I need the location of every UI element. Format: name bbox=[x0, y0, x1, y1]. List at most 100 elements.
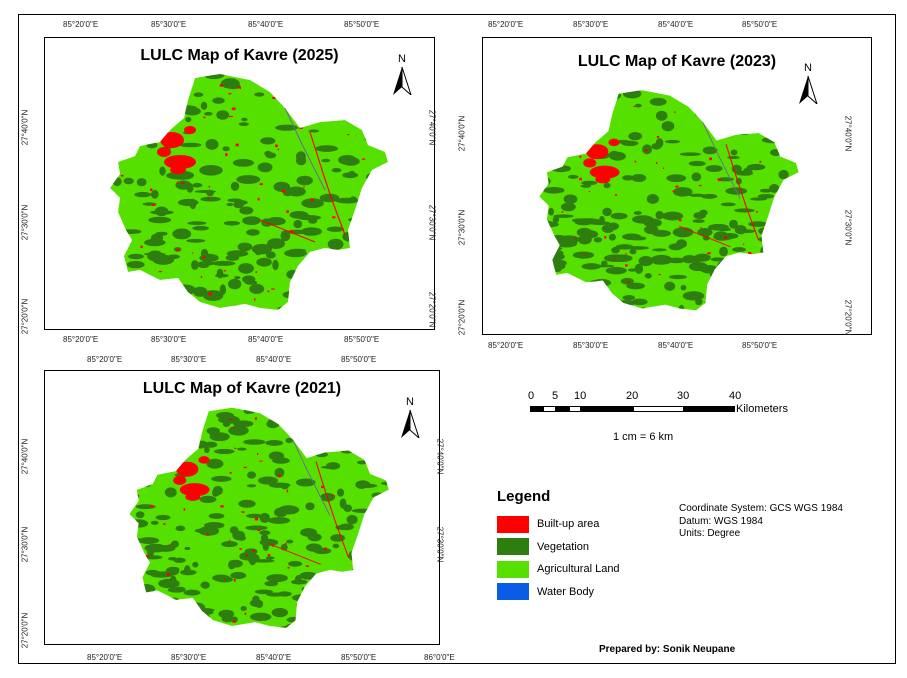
tick-label-2021-bottom: 85°50'0"E bbox=[341, 653, 377, 662]
vegetation-patch bbox=[638, 256, 654, 267]
vegetation-patch bbox=[228, 278, 242, 290]
vegetation-patch bbox=[112, 177, 122, 186]
built-up-area bbox=[185, 493, 201, 501]
built-up-speck bbox=[548, 271, 553, 274]
scale-segment bbox=[684, 406, 735, 412]
vegetation-patch bbox=[237, 447, 247, 451]
vegetation-patch bbox=[326, 590, 347, 595]
built-up-speck bbox=[310, 288, 314, 291]
built-up-speck bbox=[546, 267, 549, 269]
vegetation-patch bbox=[365, 227, 380, 238]
built-up-speck bbox=[579, 155, 582, 158]
vegetation-patch bbox=[147, 250, 164, 262]
datum: Datum: WGS 1984 bbox=[679, 515, 763, 527]
scale-ratio: 1 cm = 6 km bbox=[613, 431, 674, 443]
road-line bbox=[309, 131, 346, 236]
vegetation-patch bbox=[239, 206, 254, 215]
vegetation-patch bbox=[132, 537, 141, 545]
vegetation-patch bbox=[560, 292, 582, 301]
vegetation-patch bbox=[100, 142, 109, 151]
vegetation-patch bbox=[306, 629, 323, 632]
vegetation-patch bbox=[295, 151, 306, 162]
vegetation-patch bbox=[321, 158, 331, 163]
scale-segment bbox=[633, 406, 684, 412]
built-up-speck bbox=[699, 184, 702, 187]
vegetation-patch bbox=[692, 219, 705, 223]
built-up-speck bbox=[192, 252, 194, 254]
vegetation-patch bbox=[758, 226, 777, 236]
vegetation-patch bbox=[227, 198, 243, 203]
vegetation-patch bbox=[357, 606, 376, 613]
built-up-speck bbox=[301, 598, 305, 600]
tick-label-2025-right: 27°20'0"N bbox=[427, 291, 437, 328]
vegetation-patch bbox=[703, 308, 722, 311]
vegetation-patch bbox=[336, 573, 352, 581]
vegetation-patch bbox=[291, 579, 308, 585]
vegetation-patch bbox=[282, 290, 304, 299]
built-up-speck bbox=[759, 160, 762, 163]
scale-tick-label: 0 bbox=[528, 390, 535, 402]
vegetation-patch bbox=[274, 507, 288, 518]
built-up-speck bbox=[177, 181, 178, 185]
vegetation-patch bbox=[371, 492, 384, 499]
legend-item: Water Body bbox=[497, 581, 667, 604]
vegetation-patch bbox=[330, 277, 350, 282]
vegetation-patch bbox=[229, 526, 239, 535]
built-up-speck bbox=[176, 248, 180, 252]
built-up-speck bbox=[287, 425, 291, 428]
vegetation-patch bbox=[580, 184, 592, 188]
vegetation-patch bbox=[387, 627, 389, 628]
vegetation-patch bbox=[796, 257, 799, 266]
vegetation-patch bbox=[710, 257, 726, 262]
built-up-speck bbox=[169, 164, 172, 167]
built-up-speck bbox=[717, 178, 722, 182]
vegetation-patch bbox=[315, 451, 329, 458]
built-up-speck bbox=[782, 91, 786, 93]
built-up-speck bbox=[150, 188, 153, 191]
north-label: N bbox=[398, 53, 406, 65]
vegetation-patch bbox=[552, 246, 563, 251]
vegetation-patch bbox=[381, 249, 388, 259]
vegetation-patch bbox=[123, 138, 135, 142]
vegetation-patch bbox=[710, 90, 728, 94]
vegetation-patch bbox=[167, 82, 175, 87]
vegetation-patch bbox=[757, 193, 775, 199]
vegetation-patch bbox=[144, 618, 158, 628]
tick-label-2023-bottom: 85°30'0"E bbox=[573, 341, 609, 350]
vegetation-patch bbox=[565, 281, 573, 286]
built-up-speck bbox=[239, 548, 242, 550]
vegetation-patch bbox=[779, 256, 799, 260]
vegetation-patch bbox=[337, 488, 345, 497]
vegetation-patch bbox=[247, 471, 256, 479]
vegetation-patch bbox=[355, 231, 375, 237]
vegetation-patch bbox=[334, 624, 341, 628]
vegetation-patch bbox=[236, 175, 261, 184]
vegetation-patch bbox=[383, 524, 389, 531]
vegetation-patch bbox=[178, 617, 191, 621]
vegetation-patch bbox=[771, 311, 783, 320]
vegetation-patch bbox=[200, 248, 209, 258]
vegetation-patch bbox=[651, 248, 667, 252]
vegetation-patch bbox=[779, 288, 799, 297]
vegetation-patch bbox=[742, 167, 753, 176]
vegetation-patch bbox=[601, 260, 608, 267]
vegetation-patch bbox=[166, 291, 177, 297]
built-up-speck bbox=[158, 463, 162, 466]
north-label: N bbox=[804, 62, 812, 74]
vegetation-patch bbox=[228, 425, 249, 436]
vegetation-patch bbox=[583, 108, 591, 114]
vegetation-patch bbox=[197, 261, 215, 266]
vegetation-patch bbox=[174, 605, 185, 613]
vegetation-patch bbox=[256, 257, 272, 267]
vegetation-patch bbox=[642, 144, 652, 155]
vegetation-patch bbox=[651, 143, 662, 150]
built-up-speck bbox=[259, 460, 263, 462]
vegetation-patch bbox=[199, 495, 217, 504]
tick-label-2025-top: 85°30'0"E bbox=[151, 20, 187, 29]
tick-label-2023-left: 27°20'0"N bbox=[457, 299, 467, 336]
built-up-speck bbox=[556, 105, 559, 107]
vegetation-patch bbox=[553, 266, 562, 273]
vegetation-patch bbox=[293, 308, 301, 310]
vegetation-patch bbox=[375, 264, 388, 275]
built-up-speck bbox=[252, 549, 256, 552]
